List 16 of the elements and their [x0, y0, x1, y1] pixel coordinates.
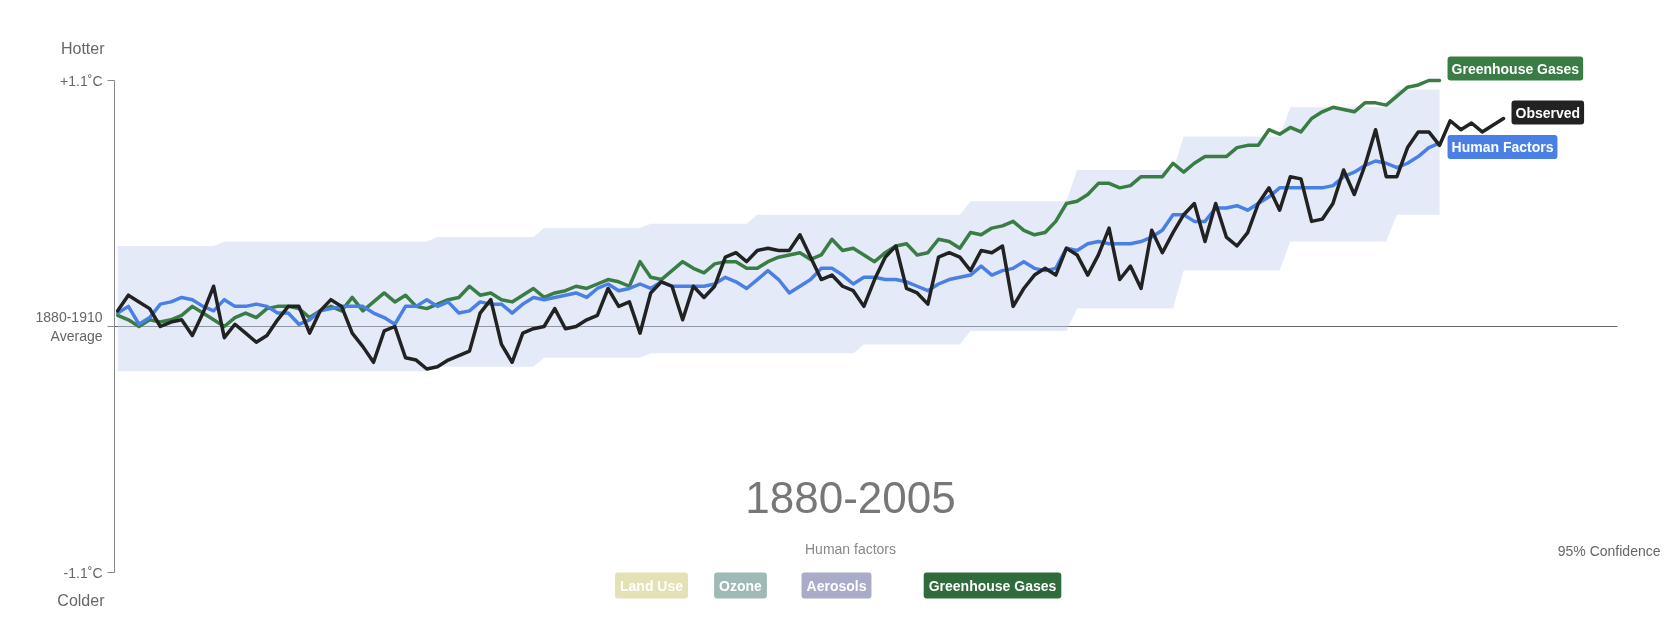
annotation: 1880-2005 — [745, 473, 956, 522]
series-label: Greenhouse Gases — [1451, 60, 1580, 77]
y-tick-label: +1.1˚C — [60, 72, 103, 89]
y-tick-label: -1.1˚C — [63, 564, 103, 581]
text: Greenhouse Gases — [928, 577, 1057, 594]
text: Colder — [57, 592, 106, 609]
text: 95% Confidence — [1557, 542, 1661, 559]
series-label: Human Factors — [1451, 139, 1554, 156]
legend-title: Human factors — [804, 540, 897, 557]
line-series — [115, 78, 1442, 329]
text: Land Use — [619, 577, 684, 594]
text: Ozone — [719, 577, 763, 594]
series-label: Observed — [1515, 104, 1581, 121]
y-tick-label: 1880-1910 Average — [35, 308, 103, 345]
text: Aerosols — [806, 577, 867, 594]
text: Hotter — [60, 40, 106, 57]
